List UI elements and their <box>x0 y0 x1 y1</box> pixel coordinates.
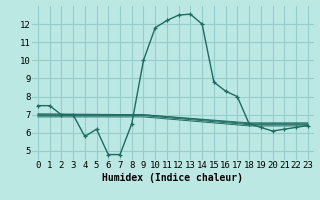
X-axis label: Humidex (Indice chaleur): Humidex (Indice chaleur) <box>102 173 243 183</box>
